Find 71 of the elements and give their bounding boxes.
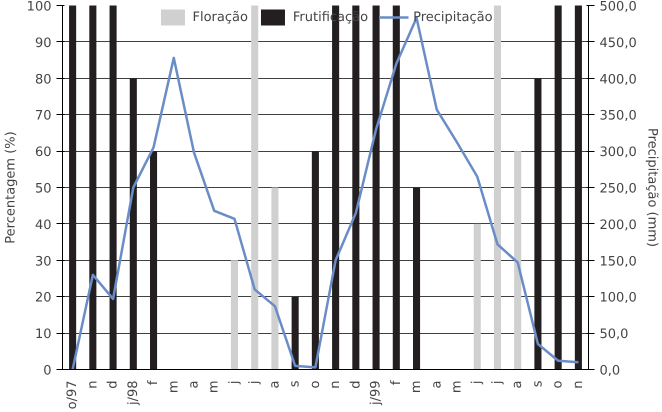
y2-tick-label: 200,0: [600, 218, 637, 233]
x-tick-label: o: [550, 380, 566, 388]
bar: [110, 6, 117, 370]
x-tick-label: o: [308, 380, 323, 388]
bar: [251, 6, 258, 370]
y2-tick-label: 500,0: [600, 0, 637, 14]
x-tick-label: m: [450, 380, 464, 394]
bar: [372, 6, 380, 370]
x-tick-label: m: [166, 380, 182, 394]
x-tick-label: d: [348, 380, 364, 389]
y-tick-label: 60: [34, 145, 52, 160]
y2-tick-label: 100,0: [600, 290, 637, 306]
y2-tick-label: 50,0: [600, 327, 628, 342]
bar: [69, 6, 76, 370]
x-tick-label: f: [388, 380, 404, 386]
y2-axis-title: Precipitação (mm): [644, 128, 660, 248]
x-tick-label: a: [429, 380, 444, 388]
y-axis-title: Percentagem (%): [4, 131, 19, 244]
bar: [130, 78, 137, 370]
x-tick-label: a: [267, 380, 282, 388]
y2-tick-label: 450,0: [600, 36, 637, 51]
y-tick-label: 10: [34, 327, 52, 342]
x-tick-label: s: [288, 380, 303, 388]
y2-tick-label: 0,0: [600, 364, 620, 378]
x-tick-label: n: [570, 380, 586, 389]
x-tick-label: s: [530, 380, 546, 388]
x-tick-label: j: [470, 380, 485, 386]
y-tick-label: 30: [34, 254, 52, 270]
bar: [554, 6, 562, 370]
x-tick-label: a: [186, 380, 202, 388]
x-tick-label: f: [146, 380, 162, 386]
bar: [534, 78, 542, 370]
bar: [292, 296, 299, 370]
bar: [89, 6, 96, 370]
y2-tick-label: 350,0: [600, 108, 637, 124]
x-tick-label: j: [490, 380, 505, 386]
y-tick-label: 50: [34, 182, 52, 196]
legend-label: Precipitação: [413, 10, 493, 24]
y-tick-label: 90: [34, 36, 52, 51]
x-tick-label: j: [226, 380, 242, 386]
bar: [413, 188, 420, 370]
y2-tick-label: 250,0: [600, 182, 637, 196]
bar: [271, 188, 278, 370]
y-tick-label: 0: [43, 364, 52, 378]
bar: [474, 224, 481, 370]
bar: [392, 6, 400, 370]
y-tick-label: 40: [34, 218, 52, 233]
y-tick-label: 100: [26, 0, 52, 14]
x-tick-label: j/98: [126, 380, 141, 406]
bar: [494, 6, 501, 370]
x-tick-label: n: [328, 380, 344, 389]
y-tick-label: 20: [34, 290, 52, 306]
y2-tick-label: 400,0: [600, 72, 637, 88]
y2-tick-label: 300,0: [600, 145, 637, 160]
y-tick-label: 70: [34, 108, 52, 124]
x-tick-label: j: [247, 380, 262, 386]
x-tick-label: m: [409, 380, 424, 394]
bar: [514, 151, 522, 370]
bar: [312, 151, 319, 370]
y-tick-label: 80: [34, 72, 52, 88]
x-tick-label: o/97: [65, 380, 80, 410]
x-tick-label: a: [510, 380, 526, 388]
y2-tick-label: 150,0: [600, 254, 637, 270]
legend-label: Floração: [192, 10, 248, 24]
x-tick-label: m: [206, 380, 222, 394]
bar: [574, 6, 582, 370]
bar: [230, 260, 238, 370]
x-tick-label: n: [85, 380, 100, 389]
x-tick-label: d: [106, 380, 121, 389]
bar: [150, 151, 158, 370]
x-tick-label: j/99: [368, 380, 384, 406]
